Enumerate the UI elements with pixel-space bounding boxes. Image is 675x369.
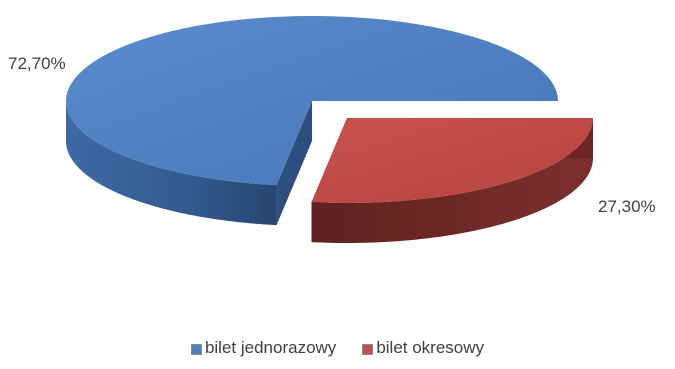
legend-swatch-blue bbox=[190, 343, 202, 355]
legend-item-bilet-jednorazowy: bilet jednorazowy bbox=[190, 338, 337, 358]
chart-legend: bilet jednorazowy bilet okresowy bbox=[0, 338, 675, 358]
legend-label: bilet jednorazowy bbox=[204, 338, 337, 357]
legend-item-bilet-okresowy: bilet okresowy bbox=[362, 338, 484, 358]
legend-label: bilet okresowy bbox=[376, 338, 485, 357]
slice-side-bilet-jednorazowy bbox=[66, 101, 277, 226]
data-label-bilet-okresowy: 27,30% bbox=[598, 197, 656, 216]
legend-swatch-red bbox=[362, 343, 374, 355]
slice-bilet-okresowy bbox=[311, 118, 593, 203]
slice-bilet-jednorazowy bbox=[66, 16, 558, 186]
slice-side-bilet-okresowy bbox=[311, 118, 593, 243]
slice-cut-face-bilet-jednorazowy bbox=[276, 101, 312, 226]
data-label-bilet-jednorazowy: 72,70% bbox=[8, 54, 66, 73]
